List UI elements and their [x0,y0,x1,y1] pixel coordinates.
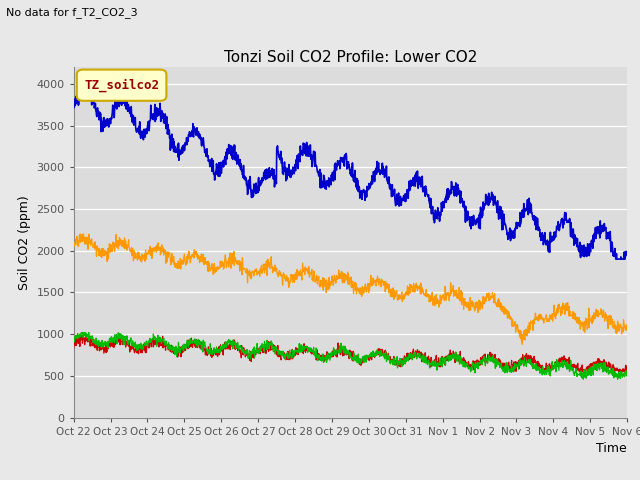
Open -16cm [579,376,587,382]
Open -16cm [136,342,143,348]
Tree -16cm [316,185,324,191]
Tree -16cm [136,131,143,137]
Tree -8cm [623,323,631,329]
Text: TZ_soilco2: TZ_soilco2 [84,79,159,92]
Open -8cm [136,345,143,350]
Open -8cm [538,369,545,374]
Tree -16cm [326,179,334,185]
Line: Tree -8cm: Tree -8cm [74,234,627,344]
Open -8cm [385,355,393,361]
Tree -8cm [385,282,393,288]
Tree -16cm [623,252,631,258]
Open -8cm [113,340,121,346]
Open -8cm [326,354,334,360]
Tree -8cm [305,264,313,269]
Open -16cm [316,356,324,362]
Tree -8cm [136,252,143,257]
Open -16cm [385,357,393,362]
Tree -8cm [316,281,324,287]
Y-axis label: Soil CO2 (ppm): Soil CO2 (ppm) [18,195,31,290]
Title: Tonzi Soil CO2 Profile: Lower CO2: Tonzi Soil CO2 Profile: Lower CO2 [224,49,477,65]
Line: Open -16cm: Open -16cm [74,333,627,379]
Tree -16cm [305,147,313,153]
Tree -8cm [326,283,334,288]
Open -8cm [316,355,324,360]
Tree -8cm [518,341,526,347]
Open -16cm [113,341,121,347]
Tree -8cm [113,244,121,250]
Tree -16cm [113,106,121,112]
Tree -8cm [70,239,77,244]
Tree -16cm [70,103,77,108]
Open -16cm [70,338,77,344]
Open -8cm [78,333,86,338]
Open -16cm [326,354,334,360]
Line: Open -8cm: Open -8cm [74,336,627,372]
Open -16cm [77,330,85,336]
Tree -8cm [77,231,84,237]
Open -8cm [305,346,313,351]
Line: Tree -16cm: Tree -16cm [74,81,627,259]
Open -8cm [70,345,77,351]
Tree -16cm [385,174,393,180]
Tree -16cm [612,256,620,262]
Open -8cm [623,369,631,374]
X-axis label: Time: Time [596,442,627,455]
Open -16cm [623,372,631,378]
Text: No data for f_T2_CO2_3: No data for f_T2_CO2_3 [6,7,138,18]
Tree -16cm [81,78,89,84]
Open -16cm [305,345,313,350]
